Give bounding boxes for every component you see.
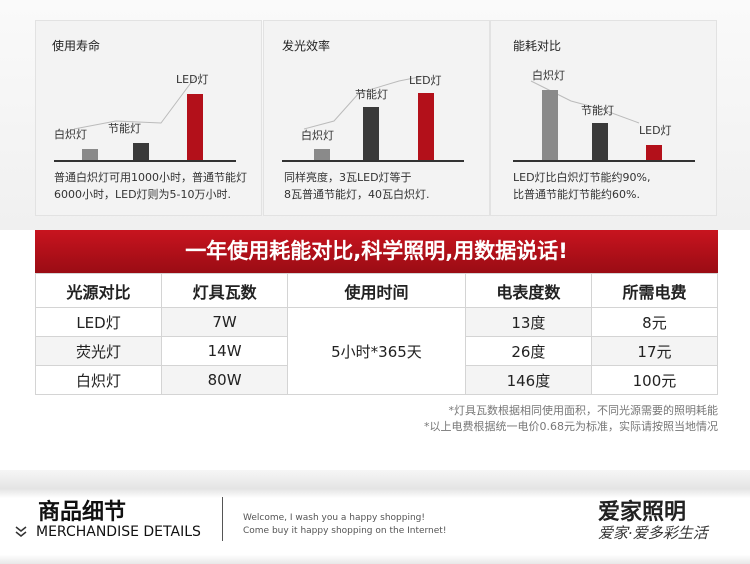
header-cell: 电表度数 bbox=[464, 273, 592, 308]
bar bbox=[592, 123, 608, 161]
footer-bg bbox=[0, 470, 750, 564]
connector bbox=[73, 75, 197, 130]
divider bbox=[222, 497, 223, 541]
cell: LED灯 bbox=[34, 307, 163, 337]
footer-subtitle: MERCHANDISE DETAILS bbox=[36, 524, 201, 540]
note: *灯具瓦数根据相同使用面积，不同光源需要的照明耗能 bbox=[448, 404, 719, 417]
caption: 同样亮度，3瓦LED灯等于 bbox=[284, 171, 412, 184]
bar-label: LED灯 bbox=[176, 73, 209, 86]
cell: 7W bbox=[161, 307, 289, 337]
welcome: Welcome, I wash you a happy shopping! bbox=[243, 513, 425, 523]
cell: 17元 bbox=[590, 336, 719, 366]
caption: 8瓦普通节能灯，40瓦白炽灯. bbox=[284, 188, 430, 201]
cell: 100元 bbox=[590, 365, 719, 395]
cell: 146度 bbox=[464, 365, 592, 395]
panel: 使用寿命 白炽灯 节能灯 LED灯 普通白炽灯可用1000小时，普通节能灯 60… bbox=[35, 20, 262, 216]
header-cell: 使用时间 bbox=[287, 273, 466, 308]
caption: 比普通节能灯节能约60%. bbox=[513, 188, 640, 201]
banner: 一年使用耗能对比,科学照明,用数据说话! bbox=[35, 230, 718, 273]
connector bbox=[303, 75, 425, 130]
row: 荧光灯 14W 26度 17元 bbox=[34, 336, 719, 366]
bar bbox=[187, 94, 203, 161]
panel-title: 能耗对比 bbox=[513, 39, 562, 53]
panel: 能耗对比 白炽灯 节能灯 LED灯 LED灯比白炽灯节能约90%, 比普通节能灯… bbox=[490, 20, 717, 216]
bar-label: 节能灯 bbox=[581, 104, 614, 117]
bar-label: 节能灯 bbox=[355, 88, 388, 101]
baseline bbox=[54, 160, 236, 162]
bar bbox=[133, 143, 149, 161]
bar-label: LED灯 bbox=[639, 124, 672, 137]
panel-title: 使用寿命 bbox=[52, 39, 101, 53]
brand: 爱家照明 bbox=[598, 500, 687, 525]
header-cell: 光源对比 bbox=[34, 273, 163, 308]
caption: 6000小时，LED灯则为5-10万小时. bbox=[54, 188, 232, 201]
bar bbox=[82, 149, 98, 161]
bar-label: 白炽灯 bbox=[301, 129, 334, 142]
comparison-table: 光源对比 灯具瓦数 使用时间 电表度数 所需电费 LED灯 7W 5小时*365… bbox=[34, 273, 719, 395]
bar-label: 节能灯 bbox=[108, 122, 141, 135]
bar-label: 白炽灯 bbox=[532, 69, 565, 82]
bar-label: LED灯 bbox=[409, 74, 442, 87]
bar bbox=[314, 149, 330, 161]
cell: 80W bbox=[161, 365, 289, 395]
panel-title: 发光效率 bbox=[282, 39, 331, 53]
row: 白炽灯 80W 146度 100元 bbox=[34, 365, 719, 395]
cell: 白炽灯 bbox=[34, 365, 163, 395]
bar bbox=[363, 107, 379, 161]
cell: 14W bbox=[161, 336, 289, 366]
usage-cell: 5小时*365天 bbox=[287, 307, 466, 395]
header-row: 光源对比 灯具瓦数 使用时间 电表度数 所需电费 bbox=[34, 273, 719, 308]
header-cell: 灯具瓦数 bbox=[161, 273, 289, 308]
cell: 13度 bbox=[464, 307, 592, 337]
cell: 8元 bbox=[590, 307, 719, 337]
caption: LED灯比白炽灯节能约90%, bbox=[513, 171, 651, 184]
chevron bbox=[15, 526, 27, 537]
welcome: Come buy it happy shopping on the Intern… bbox=[243, 526, 447, 536]
bar bbox=[418, 93, 434, 161]
panel: 发光效率 白炽灯 节能灯 LED灯 同样亮度，3瓦LED灯等于 8瓦普通节能灯，… bbox=[263, 20, 490, 216]
row: LED灯 7W 5小时*365天 13度 8元 bbox=[34, 307, 719, 395]
caption: 普通白炽灯可用1000小时，普通节能灯 bbox=[54, 171, 247, 184]
bar-label: 白炽灯 bbox=[54, 128, 87, 141]
cell: 26度 bbox=[464, 336, 592, 366]
cell: 荧光灯 bbox=[34, 336, 163, 366]
baseline bbox=[513, 160, 695, 162]
header-cell: 所需电费 bbox=[590, 273, 719, 308]
bar bbox=[542, 90, 558, 161]
baseline bbox=[282, 160, 464, 162]
bar bbox=[646, 145, 662, 161]
slogan: 爱家·爱多彩生活 bbox=[598, 524, 708, 542]
note: *以上电费根据统一电价0.68元为标准，实际请按照当地情况 bbox=[424, 420, 718, 433]
footer-title: 商品细节 bbox=[38, 500, 127, 525]
